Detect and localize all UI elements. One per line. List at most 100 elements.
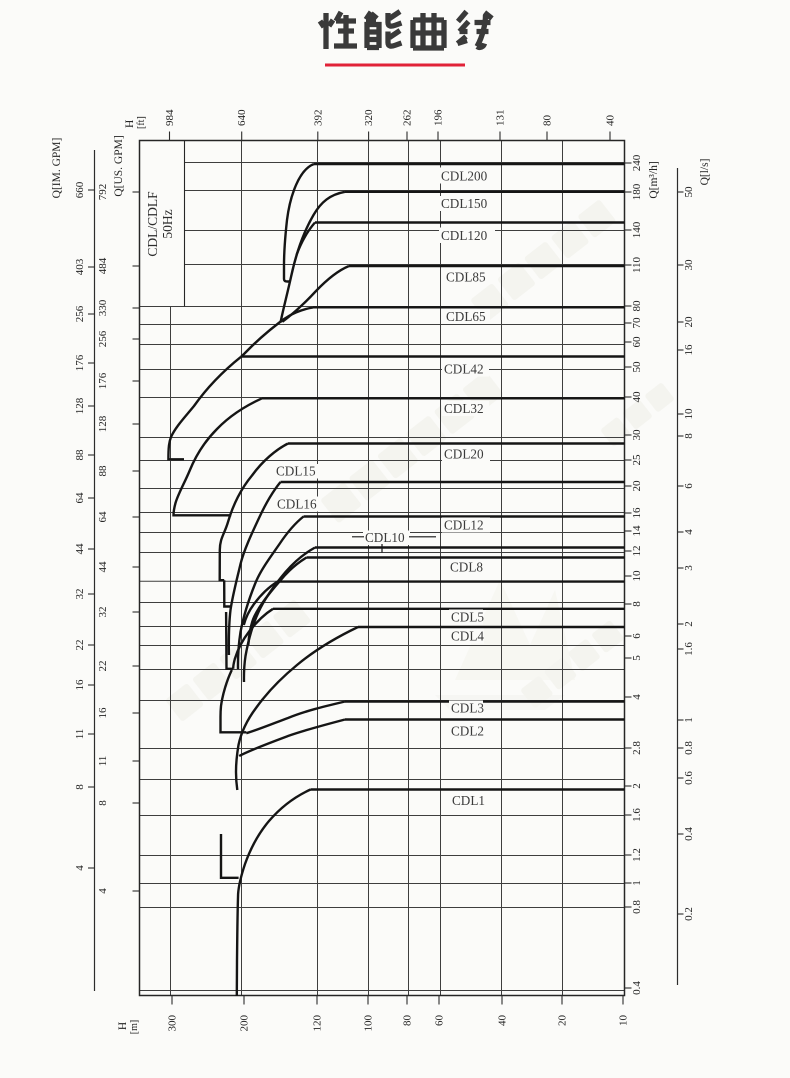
svg-text:120: 120 [312,1015,324,1032]
svg-text:50Hz: 50Hz [160,209,175,238]
svg-text:8: 8 [683,433,695,439]
svg-text:80: 80 [402,1015,414,1027]
svg-text:CDL5: CDL5 [451,610,484,625]
svg-text:110: 110 [631,256,643,273]
svg-text:20: 20 [683,316,695,328]
svg-text:792: 792 [97,184,109,201]
svg-text:2.8: 2.8 [631,741,643,755]
svg-text:CDL4: CDL4 [451,629,484,644]
svg-text:22: 22 [97,661,109,672]
svg-text:10: 10 [631,570,643,582]
svg-text:196: 196 [433,109,445,126]
svg-text:8: 8 [97,800,109,806]
svg-text:CDL/CDLF: CDL/CDLF [145,191,160,257]
svg-text:60: 60 [631,336,643,348]
svg-text:8: 8 [631,601,643,607]
svg-text:176: 176 [74,354,86,371]
svg-text:Q[m³/h]: Q[m³/h] [648,161,660,198]
svg-text:CDL2: CDL2 [451,724,484,739]
svg-text:32: 32 [97,607,109,618]
svg-text:128: 128 [74,397,86,414]
svg-text:CDL65: CDL65 [446,309,486,324]
svg-text:16: 16 [683,344,695,356]
svg-text:CDL16: CDL16 [277,497,317,512]
svg-text:4: 4 [631,694,643,700]
svg-text:0.4: 0.4 [631,981,643,995]
svg-text:10: 10 [618,1015,630,1027]
svg-text:64: 64 [97,511,109,523]
svg-text:CDL12: CDL12 [444,518,484,533]
svg-text:2: 2 [683,621,695,627]
svg-text:80: 80 [631,300,643,312]
svg-text:CDL3: CDL3 [451,701,484,716]
svg-text:0.6: 0.6 [683,771,695,785]
svg-text:CDL1: CDL1 [452,793,485,808]
svg-text:70: 70 [631,317,643,329]
svg-text:50: 50 [683,186,695,198]
svg-text:30: 30 [683,259,695,271]
svg-text:403: 403 [74,258,86,275]
svg-text:H: H [117,1022,129,1030]
svg-text:1: 1 [683,717,695,723]
svg-text:140: 140 [631,221,643,238]
svg-text:CDL42: CDL42 [444,362,484,377]
svg-text:40: 40 [497,1015,509,1027]
svg-text:0.2: 0.2 [683,907,695,921]
svg-text:1: 1 [631,880,643,886]
svg-text:CDL15: CDL15 [276,464,316,479]
svg-text:64: 64 [74,492,86,504]
svg-text:200: 200 [239,1015,251,1032]
svg-text:CDL8: CDL8 [450,560,483,575]
svg-text:H: H [124,120,136,128]
svg-text:100: 100 [363,1015,375,1032]
svg-text:11: 11 [74,729,86,740]
svg-text:262: 262 [402,110,414,127]
svg-text:40: 40 [605,115,617,127]
svg-text:3: 3 [683,565,695,571]
svg-text:44: 44 [74,543,86,555]
svg-text:20: 20 [557,1015,569,1027]
svg-text:984: 984 [164,109,176,126]
svg-text:176: 176 [97,372,109,389]
svg-text:660: 660 [74,181,86,198]
svg-text:14: 14 [631,525,643,537]
svg-text:CDL20: CDL20 [444,447,484,462]
svg-text:40: 40 [631,391,643,403]
svg-text:256: 256 [97,330,109,347]
svg-text:44: 44 [97,561,109,573]
svg-text:131: 131 [495,110,507,127]
svg-text:32: 32 [74,589,86,600]
svg-text:CDL120: CDL120 [441,228,488,243]
svg-text:16: 16 [74,679,86,691]
svg-text:80: 80 [542,115,554,127]
svg-text:16: 16 [97,707,109,719]
svg-text:330: 330 [97,299,109,316]
svg-text:4: 4 [97,888,109,894]
svg-text:4: 4 [683,529,695,535]
svg-text:0.4: 0.4 [683,827,695,841]
svg-text:Q[IM. GPM]: Q[IM. GPM] [51,138,63,199]
svg-text:Q[l/s]: Q[l/s] [699,159,711,186]
svg-text:6: 6 [683,483,695,489]
svg-text:30: 30 [631,429,643,441]
svg-text:5: 5 [631,655,643,661]
svg-text:8: 8 [74,784,86,790]
svg-text:CDL85: CDL85 [446,270,486,285]
svg-text:640: 640 [236,109,248,126]
svg-text:256: 256 [74,305,86,322]
svg-text:CDL32: CDL32 [444,401,484,416]
svg-text:[m]: [m] [129,1020,140,1034]
svg-text:CDL150: CDL150 [441,196,488,211]
svg-text:240: 240 [631,154,643,171]
svg-text:6: 6 [631,633,643,639]
svg-text:4: 4 [74,865,86,871]
svg-text:128: 128 [97,415,109,432]
svg-text:CDL200: CDL200 [441,169,488,184]
svg-text:16: 16 [631,507,643,519]
svg-text:320: 320 [363,109,375,126]
svg-text:1.2: 1.2 [631,848,643,862]
svg-text:300: 300 [167,1015,179,1032]
svg-text:2: 2 [631,783,643,789]
svg-text:[ft]: [ft] [136,116,147,129]
svg-text:392: 392 [312,110,324,127]
